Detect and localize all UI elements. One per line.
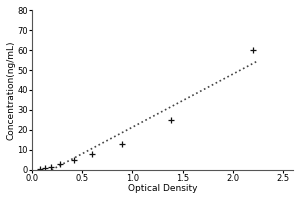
Point xyxy=(43,166,48,170)
Y-axis label: Concentration(ng/mL): Concentration(ng/mL) xyxy=(7,40,16,140)
X-axis label: Optical Density: Optical Density xyxy=(128,184,197,193)
Point xyxy=(58,162,63,165)
Point xyxy=(250,49,255,52)
Point xyxy=(49,165,54,168)
Point xyxy=(90,152,95,155)
Point xyxy=(72,158,77,161)
Point xyxy=(38,167,43,171)
Point xyxy=(168,118,173,121)
Point xyxy=(120,142,125,145)
